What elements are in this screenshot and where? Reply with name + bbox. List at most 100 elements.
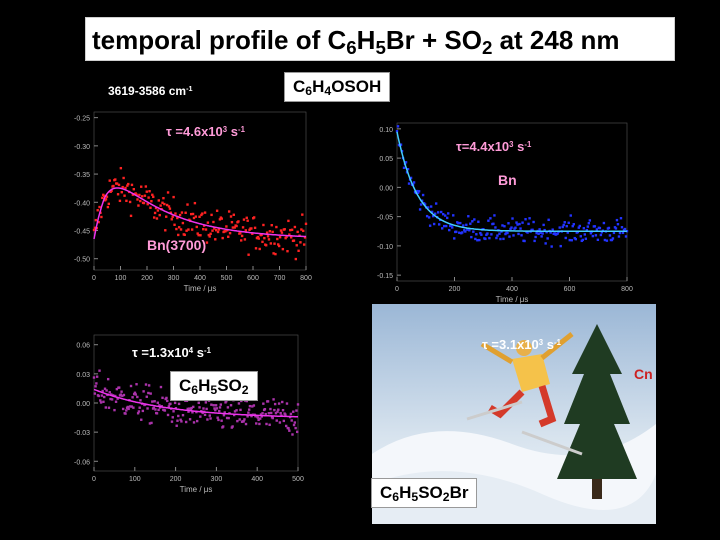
data-point xyxy=(623,227,627,231)
data-point xyxy=(407,182,411,185)
data-point xyxy=(588,219,592,222)
data-point xyxy=(166,399,169,403)
data-point xyxy=(161,201,164,204)
data-point xyxy=(409,176,413,180)
data-point xyxy=(600,231,604,234)
data-point xyxy=(301,213,304,216)
data-point xyxy=(169,402,172,405)
data-point xyxy=(419,203,423,206)
tau-annotation-a: τ =4.6x103 s-1 xyxy=(166,124,245,139)
data-point xyxy=(282,419,286,423)
data-point xyxy=(425,214,429,218)
label-c6h4osoh: C6H4OSOH xyxy=(284,72,391,102)
data-point xyxy=(290,419,293,422)
data-point xyxy=(280,231,284,234)
data-point xyxy=(199,415,202,418)
data-point xyxy=(281,408,285,412)
data-point xyxy=(167,205,171,208)
data-point xyxy=(176,216,179,220)
data-point xyxy=(229,404,233,407)
data-point xyxy=(299,241,302,244)
data-point xyxy=(406,168,410,171)
data-point xyxy=(615,218,619,222)
data-point xyxy=(261,412,264,415)
data-point xyxy=(152,216,156,219)
data-point xyxy=(214,404,218,407)
data-point xyxy=(254,247,258,250)
data-point xyxy=(271,416,274,420)
data-point xyxy=(260,415,263,418)
label-c6h5so2: C6H5SO2 xyxy=(170,371,258,401)
data-point xyxy=(295,244,298,247)
data-point xyxy=(171,215,174,218)
data-point xyxy=(124,186,127,190)
data-point xyxy=(621,231,625,235)
data-point xyxy=(550,245,553,248)
data-point xyxy=(181,413,185,417)
data-point xyxy=(126,405,130,409)
data-point xyxy=(274,252,277,256)
x-axis-label: Time / μs xyxy=(496,295,529,304)
data-point xyxy=(233,410,237,413)
data-point xyxy=(297,249,300,253)
data-point xyxy=(169,211,173,214)
data-point xyxy=(216,230,220,234)
data-point xyxy=(283,228,286,231)
data-point xyxy=(225,416,229,420)
data-point xyxy=(617,235,621,238)
data-point xyxy=(474,237,477,241)
data-point xyxy=(302,243,306,246)
data-point xyxy=(486,232,489,235)
data-point xyxy=(132,392,136,396)
data-point xyxy=(226,406,230,409)
data-point xyxy=(468,229,471,232)
data-point xyxy=(533,239,536,243)
data-point xyxy=(287,427,290,430)
data-point xyxy=(254,415,257,418)
data-point xyxy=(426,206,430,209)
tau-annotation-b: τ=4.4x103 s-1 xyxy=(456,139,532,154)
data-point xyxy=(263,236,266,240)
data-point xyxy=(95,375,99,378)
data-point xyxy=(155,217,159,220)
data-point xyxy=(284,413,287,416)
data-point xyxy=(148,422,152,425)
data-point xyxy=(218,409,221,413)
tau-annotation-c: τ =1.3x104 s-1 xyxy=(132,345,211,360)
skier-icon xyxy=(466,332,583,456)
x-tick-label: 200 xyxy=(170,476,182,483)
data-point xyxy=(256,416,260,419)
data-point xyxy=(131,193,135,196)
data-point xyxy=(148,189,151,193)
data-point xyxy=(439,210,443,214)
data-point xyxy=(203,211,207,214)
data-point xyxy=(269,407,272,411)
data-point xyxy=(240,234,244,238)
x-tick-label: 800 xyxy=(300,275,312,282)
data-point xyxy=(594,234,598,237)
data-point xyxy=(132,188,136,191)
x-tick-label: 0 xyxy=(92,476,96,483)
data-point xyxy=(294,257,298,261)
data-point xyxy=(124,412,127,415)
data-point xyxy=(133,391,137,394)
data-point xyxy=(206,418,209,421)
data-point xyxy=(116,397,119,400)
data-point xyxy=(172,195,175,199)
fit-curve xyxy=(396,131,627,233)
data-point xyxy=(178,213,182,217)
data-point xyxy=(237,402,241,405)
data-point xyxy=(275,225,278,229)
data-point xyxy=(261,240,264,244)
data-point xyxy=(121,394,124,398)
data-point xyxy=(163,409,167,412)
data-point xyxy=(255,422,258,425)
data-point xyxy=(527,222,530,226)
data-point xyxy=(121,185,124,189)
data-point xyxy=(584,237,588,240)
data-point xyxy=(493,214,496,217)
fit-curve xyxy=(93,187,306,240)
data-point xyxy=(196,232,199,235)
data-point xyxy=(501,224,504,227)
data-point xyxy=(521,221,524,224)
